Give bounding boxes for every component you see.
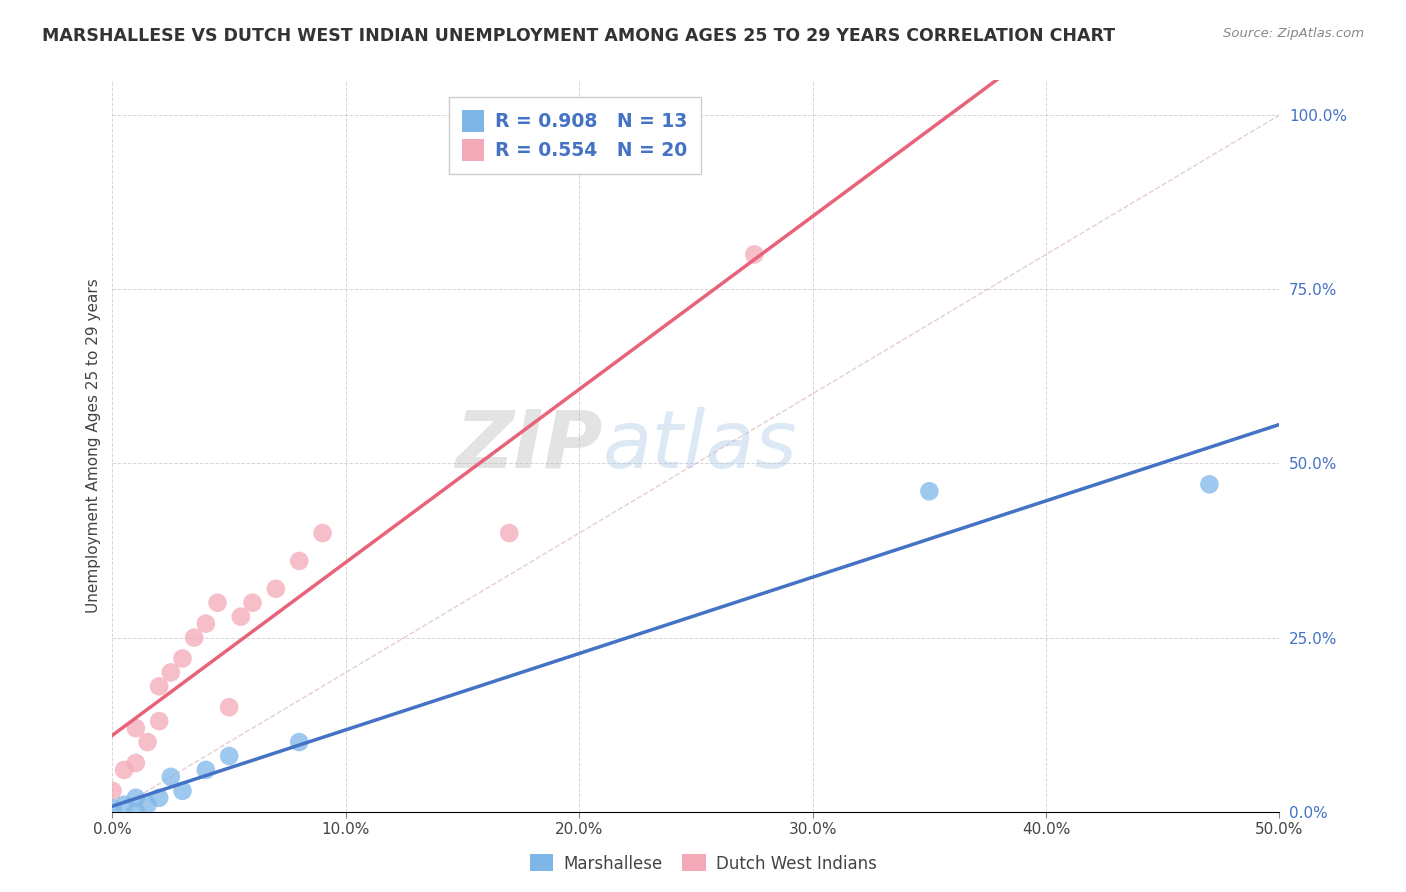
Text: atlas: atlas	[603, 407, 797, 485]
Point	[918, 484, 941, 499]
Point	[288, 554, 311, 568]
Legend: R = 0.908   N = 13, R = 0.554   N = 20: R = 0.908 N = 13, R = 0.554 N = 20	[449, 97, 702, 174]
Point	[148, 714, 170, 728]
Point	[207, 596, 229, 610]
Point	[160, 770, 183, 784]
Point	[242, 596, 264, 610]
Point	[136, 797, 159, 812]
Point	[264, 582, 287, 596]
Point	[744, 247, 766, 261]
Point	[183, 631, 205, 645]
Point	[101, 801, 124, 815]
Point	[125, 721, 148, 735]
Point	[218, 749, 240, 764]
Point	[311, 526, 333, 541]
Point	[148, 679, 170, 693]
Point	[172, 651, 194, 665]
Point	[288, 735, 311, 749]
Point	[194, 763, 217, 777]
Text: ZIP: ZIP	[456, 407, 603, 485]
Point	[498, 526, 520, 541]
Point	[112, 797, 135, 812]
Point	[101, 784, 124, 798]
Point	[1198, 477, 1220, 491]
Point	[229, 609, 252, 624]
Point	[112, 763, 135, 777]
Point	[218, 700, 240, 714]
Point	[160, 665, 183, 680]
Point	[125, 756, 148, 770]
Point	[172, 784, 194, 798]
Text: Source: ZipAtlas.com: Source: ZipAtlas.com	[1223, 27, 1364, 40]
Text: MARSHALLESE VS DUTCH WEST INDIAN UNEMPLOYMENT AMONG AGES 25 TO 29 YEARS CORRELAT: MARSHALLESE VS DUTCH WEST INDIAN UNEMPLO…	[42, 27, 1115, 45]
Point	[136, 735, 159, 749]
Point	[125, 790, 148, 805]
Point	[148, 790, 170, 805]
Legend: Marshallese, Dutch West Indians: Marshallese, Dutch West Indians	[523, 847, 883, 880]
Point	[194, 616, 217, 631]
Point	[125, 805, 148, 819]
Y-axis label: Unemployment Among Ages 25 to 29 years: Unemployment Among Ages 25 to 29 years	[86, 278, 101, 614]
